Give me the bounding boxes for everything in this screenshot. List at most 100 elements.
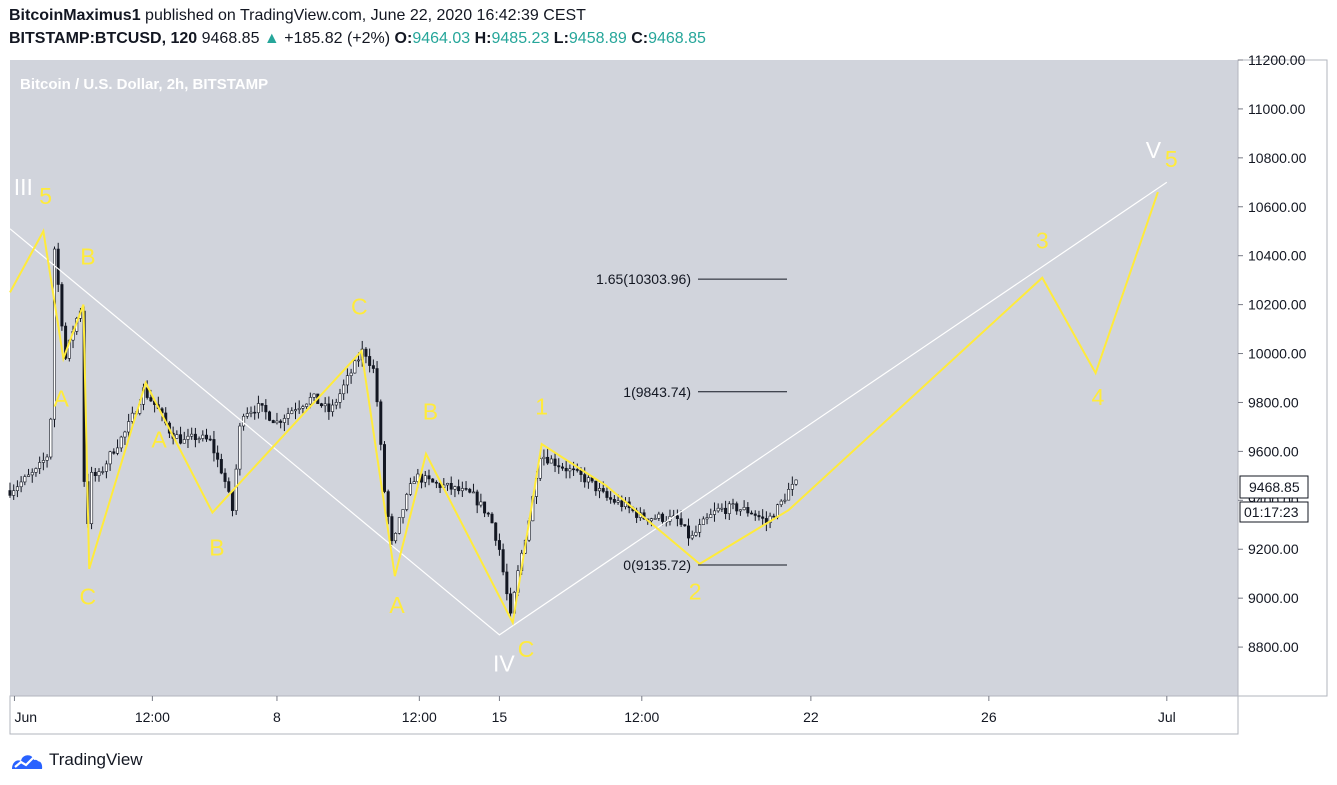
candle-body: [227, 481, 231, 492]
chart-pane[interactable]: [10, 60, 1238, 696]
candle-body: [501, 549, 505, 573]
countdown-label: 01:17:23: [1244, 504, 1299, 520]
candle-body: [408, 483, 412, 495]
elliott-wave-line[interactable]: [9, 191, 1159, 626]
candle-body: [301, 406, 305, 409]
candle-body: [605, 491, 609, 498]
candle-body: [45, 456, 49, 461]
candle-body: [423, 475, 427, 483]
candle-body: [746, 507, 750, 514]
candle-body: [342, 384, 346, 395]
y-tick-label: 10400.00: [1248, 248, 1307, 264]
candle-body: [397, 517, 401, 534]
candle-body: [56, 248, 60, 285]
change-up-icon: ▲: [263, 30, 280, 47]
candle-body: [275, 420, 279, 424]
high-value: 9485.23: [491, 30, 550, 47]
candle-body: [705, 517, 709, 520]
high-label: H:: [474, 30, 492, 47]
candle-body: [779, 500, 783, 506]
x-tick-label: Jul: [1158, 709, 1176, 725]
candle-body: [768, 515, 772, 523]
candle-body: [701, 518, 705, 525]
tradingview-brand[interactable]: TradingView: [49, 750, 143, 769]
wave-label: 1: [535, 394, 548, 420]
candle-body: [494, 522, 498, 541]
candle-body: [256, 403, 260, 414]
y-tick-label: 9000.00: [1248, 590, 1299, 606]
x-tick-label: 15: [492, 709, 508, 725]
y-tick-label: 9800.00: [1248, 394, 1299, 410]
low-label: L:: [553, 30, 569, 47]
wave-label: 2: [689, 578, 702, 604]
candle-body: [431, 478, 435, 483]
candle-body: [560, 466, 564, 469]
candle-body: [375, 368, 379, 403]
x-tick-label: 26: [981, 709, 997, 725]
candle-body: [382, 444, 386, 492]
candle-body: [34, 468, 38, 473]
candle-body: [720, 507, 724, 510]
wave-label: IV: [493, 651, 515, 677]
candle-body: [293, 409, 297, 412]
candle-body: [90, 471, 94, 525]
y-tick-label: 9200.00: [1248, 541, 1299, 557]
candle-body: [197, 438, 201, 441]
price-axis[interactable]: [1237, 59, 1328, 697]
candle-body: [357, 359, 361, 362]
candle-body: [683, 524, 687, 527]
tradingview-cloud-icon: [12, 755, 43, 769]
author-name[interactable]: BitcoinMaximus1: [9, 7, 141, 24]
candle-body: [649, 518, 653, 522]
candle-body: [583, 474, 587, 483]
publish-info: BitcoinMaximus1 published on TradingView…: [9, 7, 586, 25]
wave-label: 3: [1036, 227, 1049, 253]
candle-body: [49, 418, 53, 458]
x-tick-label: Jun: [14, 709, 37, 725]
candle-body: [694, 531, 698, 536]
candle-body: [464, 488, 468, 490]
candle-body: [104, 463, 108, 472]
close-label: C:: [631, 30, 649, 47]
candle-body: [575, 469, 579, 471]
wave-label: A: [53, 386, 69, 412]
candle-body: [290, 410, 294, 414]
candle-body: [616, 500, 620, 503]
candle-body: [449, 482, 453, 490]
x-tick-label: 22: [803, 709, 819, 725]
candle-body: [38, 462, 42, 469]
wave-label: C: [80, 583, 97, 609]
candle-body: [349, 372, 353, 376]
low-value: 9458.89: [568, 30, 627, 47]
wave-label: A: [151, 427, 167, 453]
candle-body: [193, 433, 197, 441]
change-value: +185.82 (+2%): [284, 30, 391, 47]
candle-body: [457, 486, 461, 492]
channel-line[interactable]: [9, 181, 1168, 636]
x-tick-label: 12:00: [135, 709, 170, 725]
candle-body: [338, 393, 342, 403]
last-price-label: 9468.85: [1249, 479, 1300, 495]
candle-body: [453, 486, 457, 490]
wave-label: III: [14, 174, 33, 200]
y-tick-label: 10000.00: [1248, 346, 1307, 362]
candle-body: [93, 471, 97, 476]
candle-body: [234, 468, 238, 511]
time-axis[interactable]: [9, 695, 1239, 735]
candle-body: [190, 433, 194, 437]
wave-label: C: [518, 636, 535, 662]
fib-level-label: 1.65(10303.96): [596, 271, 691, 287]
candle-body: [460, 488, 464, 492]
candle-body: [212, 439, 216, 454]
candle-body: [735, 503, 739, 512]
candle-body: [412, 481, 416, 485]
candle-body: [323, 403, 327, 407]
wave-label: 5: [1165, 146, 1178, 172]
wave-label: V: [1146, 137, 1162, 163]
candle-body: [390, 516, 394, 542]
candle-body: [716, 507, 720, 512]
y-tick-label: 8800.00: [1248, 639, 1299, 655]
candle-body: [794, 479, 798, 485]
wave-label: B: [423, 399, 438, 425]
